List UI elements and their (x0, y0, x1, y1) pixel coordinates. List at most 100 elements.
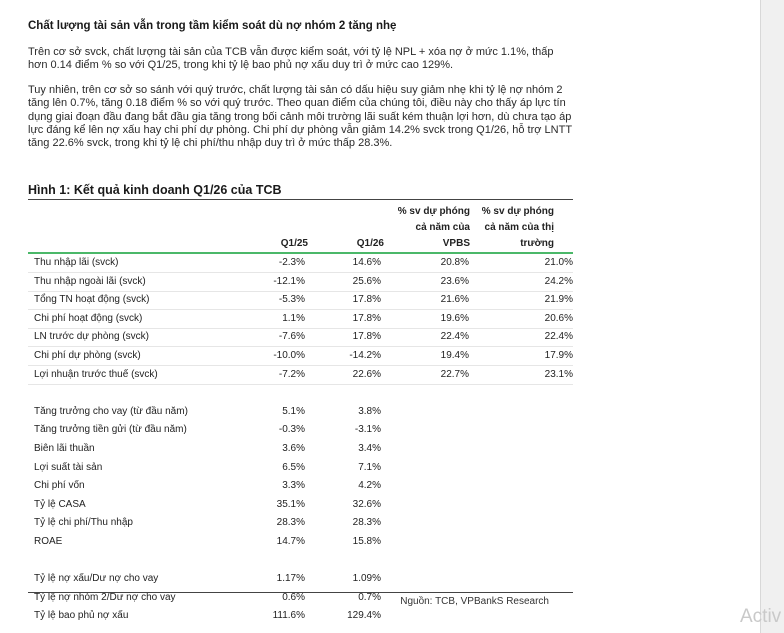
cell-q125: -10.0% (273, 350, 305, 361)
cell-q126: 14.6% (352, 257, 381, 268)
cell-q126: -3.1% (354, 424, 381, 436)
cell-q125: -7.6% (278, 331, 305, 343)
row-divider (28, 383, 573, 385)
table-row: Lợi suất tài sản 6.5% 7.1% (28, 460, 573, 478)
cell-vpbs: 19.6% (440, 312, 469, 324)
table-row: Tỷ lệ bao phủ nợ xấu 111.6% 129.4% (28, 608, 573, 626)
cell-q125: 14.7% (276, 536, 305, 547)
cell-q126: 4.2% (358, 480, 381, 492)
header-q125: Q1/25 (280, 238, 308, 249)
cell-market: 21.0% (544, 257, 573, 268)
table-row (28, 385, 573, 403)
cell-q126: 3.4% (358, 443, 381, 454)
row-divider (28, 290, 573, 292)
cell-vpbs: 19.4% (440, 350, 469, 361)
cell-market: 21.9% (544, 294, 573, 306)
table-row: Chi phí hoạt động (svck) 1.1% 17.8% 19.6% 20… (28, 311, 573, 329)
cell-q125: 5.1% (282, 405, 305, 417)
cell-q126: 1.09% (352, 573, 381, 585)
cell-q125: 111.6% (272, 610, 305, 622)
table-row: Thu nhập ngoài lãi (svck) -12.1% 25.6% 23.6… (28, 274, 573, 292)
cell-q126: 15.8% (352, 536, 381, 547)
table-row: Chi phí vốn 3.3% 4.2% (28, 478, 573, 496)
paragraph-1: Trên cơ sở svck, chất lượng tài sản của … (28, 46, 554, 72)
table-row: Thu nhập lãi (svck) -2.3% 14.6% 20.8% 21.0% (28, 255, 573, 273)
row-label: Chi phí hoạt động (svck) (34, 312, 143, 324)
table-row: Tỷ lệ nợ nhóm 2/Dư nợ cho vay 0.6% 0.7% (28, 590, 573, 608)
table-row: Lợi nhuận trước thuế (svck) -7.2% 22.6% 22.… (28, 367, 573, 385)
row-label: Tổng TN hoạt động (svck) (34, 294, 150, 306)
cell-q125: 6.5% (282, 461, 305, 473)
row-label: Chi phí dự phòng (svck) (34, 350, 141, 361)
cell-q126: 0.7% (358, 591, 381, 603)
row-label: Lợi nhuận trước thuế (svck) (34, 368, 158, 380)
row-label: Thu nhập ngoài lãi (svck) (34, 275, 146, 287)
row-label: ROAE (34, 536, 63, 547)
row-divider (28, 272, 573, 273)
cell-q126: 25.6% (352, 275, 381, 287)
row-divider (28, 365, 573, 366)
cell-q125: -2.3% (278, 257, 305, 268)
row-label: Biên lãi thuần (34, 443, 95, 454)
cell-q125: -7.2% (278, 368, 305, 380)
cell-vpbs: 22.7% (440, 368, 469, 380)
cell-vpbs: 22.4% (440, 331, 469, 343)
table-row: Tổng TN hoạt động (svck) -5.3% 17.8% 21.6% 2… (28, 292, 573, 311)
row-label: Tỷ lệ chi phí/Thu nhập (34, 517, 133, 529)
activate-watermark: Activ (740, 606, 782, 627)
cell-q126: 17.8% (352, 294, 381, 306)
cell-q125: 1.1% (282, 312, 305, 324)
row-label: Tỷ lệ nợ nhóm 2/Dư nợ cho vay (34, 591, 176, 603)
table-row: Tăng trưởng tiền gửi (từ đầu năm) -0.3% -3… (28, 422, 573, 440)
cell-q125: -5.3% (278, 294, 305, 306)
table-row: Tỷ lệ chi phí/Thu nhập 28.3% 28.3% (28, 515, 573, 533)
row-label: Tăng trưởng tiền gửi (từ đầu năm) (34, 424, 187, 436)
cell-market: 23.1% (544, 368, 573, 380)
row-label: Thu nhập lãi (svck) (34, 257, 119, 268)
row-label: Tỷ lệ bao phủ nợ xấu (34, 610, 129, 622)
figure-top-rule (28, 199, 573, 200)
row-label: Tỷ lệ nợ xấu/Dư nợ cho vay (34, 573, 159, 585)
cell-q126: 17.8% (352, 331, 381, 343)
cell-vpbs: 23.6% (440, 275, 469, 287)
cell-q126: 22.6% (352, 368, 381, 380)
cell-q125: 0.6% (282, 591, 305, 603)
cell-q125: 3.3% (282, 480, 305, 492)
header-vpbs: % sv dự phóng cả năm của VPBS (397, 206, 470, 249)
table-row: ROAE 14.7% 15.8% (28, 534, 573, 552)
cell-q126: 7.1% (358, 461, 381, 473)
table-row: Tăng trưởng cho vay (từ đầu năm) 5.1% 3.8% (28, 404, 573, 422)
table-row: LN trước dự phòng (svck) -7.6% 17.8% 22.4% 2… (28, 329, 573, 348)
cell-vpbs: 21.6% (440, 294, 469, 306)
table-row: Biên lãi thuần 3.6% 3.4% (28, 441, 573, 459)
row-divider (28, 309, 573, 311)
cell-q126: -14.2% (349, 350, 381, 361)
cell-q126: 3.8% (358, 405, 381, 417)
header-q126: Q1/26 (356, 238, 384, 249)
row-divider (28, 346, 573, 348)
document-page: Chất lượng tài sản vẫn trong tầm kiểm so… (0, 0, 761, 633)
table-row: Chi phí dự phòng (svck) -10.0% -14.2% 19.4%… (28, 348, 573, 366)
cell-q126: 17.8% (352, 312, 381, 324)
paragraph-2: Tuy nhiên, trên cơ sở so sánh với quý tr… (28, 84, 572, 150)
row-label: Tăng trưởng cho vay (từ đầu năm) (34, 405, 188, 417)
row-label: Lợi suất tài sản (34, 461, 103, 473)
cell-q125: -0.3% (278, 424, 305, 436)
header-green-rule (28, 252, 573, 254)
section-heading: Chất lượng tài sản vẫn trong tầm kiểm so… (28, 20, 397, 32)
cell-q125: 28.3% (276, 517, 305, 529)
cell-market: 24.2% (544, 275, 573, 287)
row-label: LN trước dự phòng (svck) (34, 331, 149, 343)
row-label: Tỷ lệ CASA (34, 498, 86, 510)
figure-source: Nguồn: TCB, VPBankS Research (400, 596, 549, 607)
row-label: Chi phí vốn (34, 480, 85, 492)
cell-q125: 1.17% (276, 573, 305, 585)
row-divider (28, 327, 573, 329)
cell-q125: 35.1% (276, 498, 305, 510)
cell-q125: 3.6% (282, 443, 305, 454)
cell-market: 22.4% (544, 331, 573, 343)
table-row (28, 553, 573, 571)
cell-q126: 129.4% (347, 610, 381, 622)
cell-q126: 28.3% (352, 517, 381, 529)
cell-q126: 32.6% (352, 498, 381, 510)
